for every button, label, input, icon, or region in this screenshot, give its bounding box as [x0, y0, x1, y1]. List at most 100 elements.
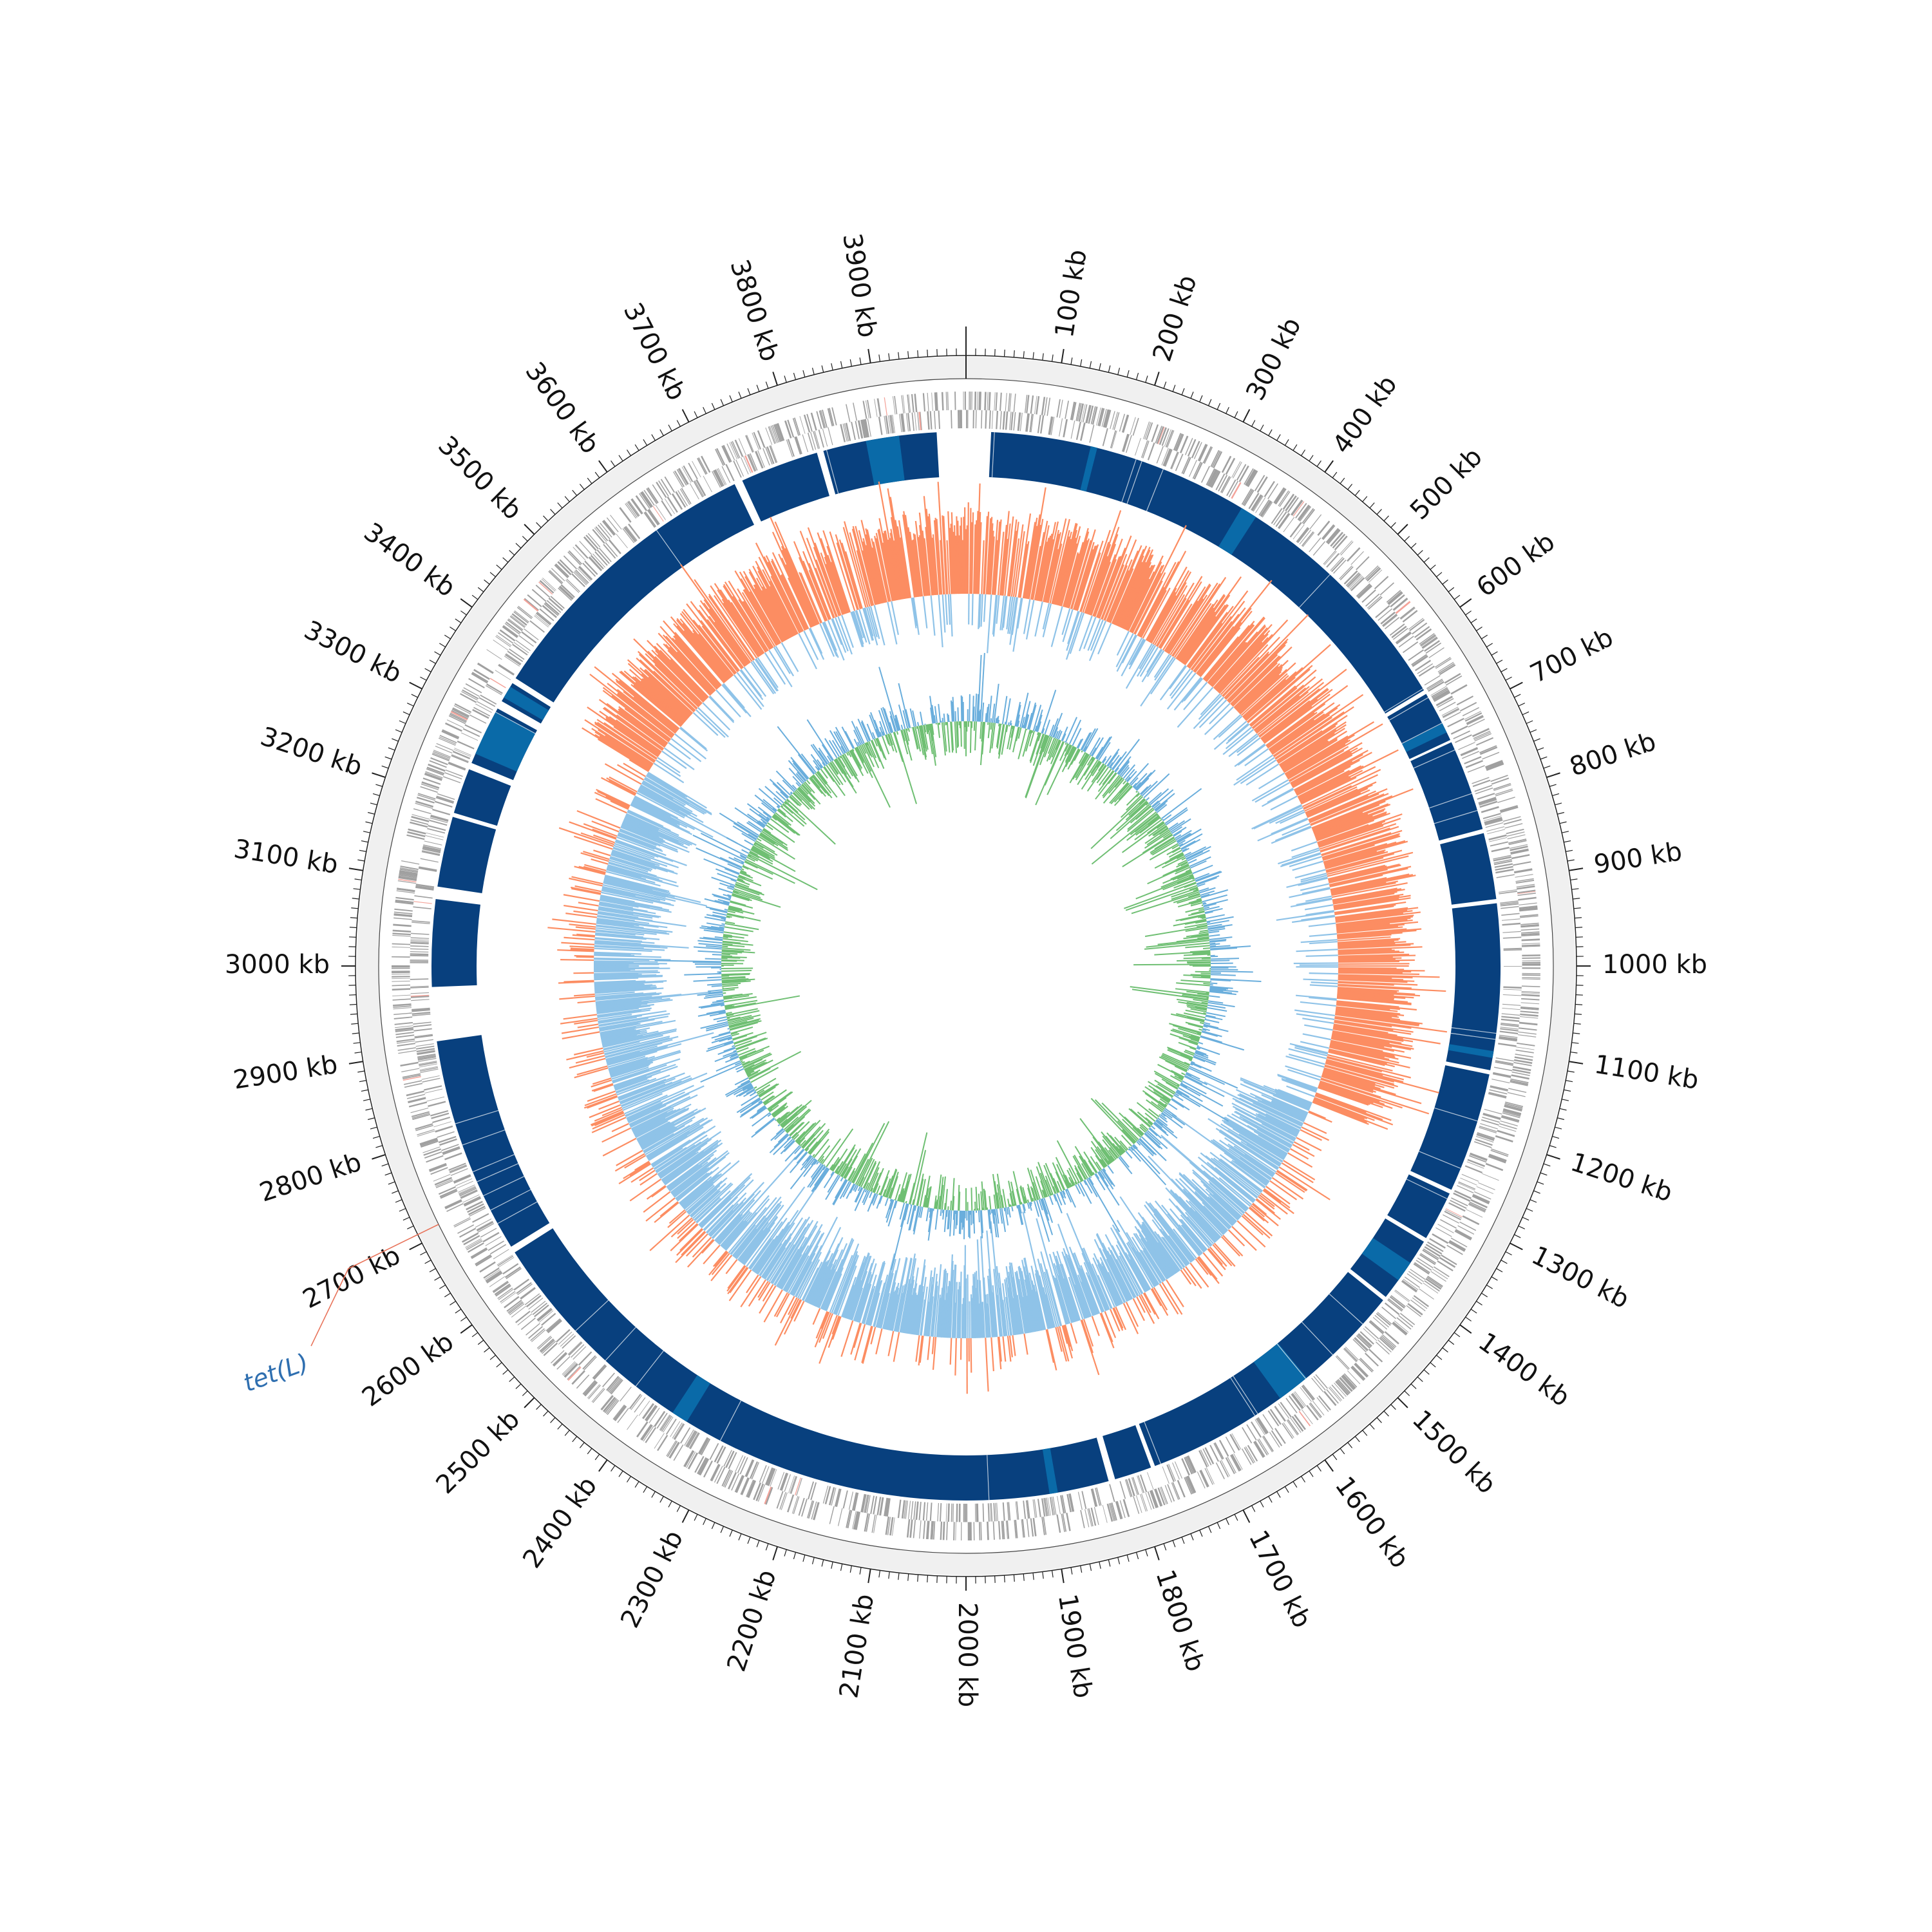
- cds-feature: [422, 777, 441, 785]
- gc-content-bar: [1022, 1296, 1030, 1333]
- gc-content-bar: [595, 991, 712, 1005]
- cds-feature: [1468, 719, 1485, 728]
- gc-content-bar: [728, 580, 772, 650]
- gc-content-bar: [1215, 1128, 1279, 1170]
- gc-content-bar: [1258, 772, 1285, 790]
- gc-content-bar: [999, 525, 1008, 596]
- gc-content-bar: [1168, 1235, 1190, 1264]
- gc-content-bar: [1261, 688, 1329, 741]
- similarity-block-gap: [472, 1154, 515, 1173]
- gc-content-bar: [1338, 976, 1392, 980]
- minor-tick: [738, 392, 742, 399]
- minor-tick: [351, 907, 359, 909]
- cds-feature: [1396, 632, 1412, 645]
- gc-content-bar: [762, 1217, 804, 1279]
- gc-content-bar: [594, 934, 647, 940]
- gc-content-bar: [657, 654, 705, 702]
- cds-feature: [573, 571, 587, 585]
- cds-feature: [1481, 806, 1499, 813]
- gc-content-bar: [1338, 942, 1396, 947]
- cds-feature: [526, 1323, 540, 1336]
- gc-content-bar: [569, 1057, 606, 1069]
- cds-feature: [787, 419, 795, 438]
- cds-feature: [745, 1459, 755, 1477]
- cds-feature: [908, 394, 911, 413]
- gc-content-bar: [1336, 916, 1414, 926]
- cds-feature: [1472, 777, 1490, 784]
- minor-tick: [363, 1099, 370, 1101]
- gc-content-bar: [1269, 1180, 1298, 1200]
- cds-feature: [392, 971, 410, 974]
- cds-feature: [1008, 1502, 1011, 1520]
- gc-content-bar: [781, 549, 817, 626]
- gc-content-bar: [1015, 1273, 1027, 1334]
- major-tick: [1546, 772, 1560, 779]
- cds-feature: [1085, 404, 1091, 424]
- gc-skew-bar: [1046, 738, 1057, 762]
- gc-content-bar: [771, 1227, 807, 1284]
- gc-content-bar: [1056, 523, 1078, 605]
- gc-content-bar: [659, 1201, 679, 1217]
- gc-content-bar: [1101, 564, 1124, 620]
- gc-content-bar: [1088, 534, 1119, 616]
- gc-content-bar: [898, 520, 912, 598]
- cds-feature: [735, 459, 744, 477]
- cds-feature: [1518, 896, 1537, 901]
- cds-feature: [1245, 469, 1256, 486]
- gc-content-bar: [815, 559, 838, 618]
- cds-feature: [689, 1432, 700, 1450]
- cds-feature: [1423, 1282, 1439, 1294]
- cds-feature: [417, 1053, 436, 1058]
- gc-content-bar: [1042, 603, 1050, 630]
- gc-skew-bar: [1076, 739, 1083, 748]
- cds-feature: [739, 1457, 748, 1475]
- gc-content-bar: [1261, 1099, 1305, 1121]
- gc-content-bar: [638, 654, 697, 710]
- gc-skew-bar: [1080, 732, 1091, 750]
- cds-feature: [864, 1494, 868, 1513]
- cds-feature: [413, 1028, 432, 1032]
- cds-feature: [627, 1414, 638, 1430]
- gc-content-bar: [702, 702, 731, 731]
- gc-content-bar: [1198, 694, 1222, 720]
- cds-feature: [1500, 1028, 1519, 1032]
- cds-feature: [596, 549, 610, 564]
- minor-tick: [907, 351, 909, 359]
- cds-feature: [925, 1520, 929, 1539]
- gc-content-bar: [552, 918, 596, 925]
- gc-content-bar: [1170, 582, 1218, 656]
- gc-content-bar: [633, 1103, 692, 1134]
- gc-content-bar: [1113, 562, 1143, 625]
- gc-skew-bar: [1092, 761, 1103, 777]
- gc-content-bar: [1122, 565, 1154, 629]
- gc-skew-bar: [1024, 714, 1030, 729]
- gc-content-bar: [1104, 1311, 1117, 1338]
- gc-content-bar: [1106, 1258, 1128, 1302]
- gc-skew-bar: [1001, 696, 1008, 724]
- gc-content-bar: [1227, 1129, 1282, 1165]
- cds-feature: [1056, 399, 1061, 418]
- cds-feature: [1024, 394, 1028, 413]
- cds-feature: [414, 895, 433, 899]
- cds-feature: [816, 411, 822, 430]
- gc-content-bar: [1116, 634, 1137, 672]
- gc-skew-bar: [969, 694, 971, 722]
- cds-feature: [609, 1378, 621, 1393]
- gc-content-bar: [808, 1253, 833, 1304]
- gc-content-bar: [1319, 1081, 1380, 1103]
- cds-feature: [394, 908, 413, 912]
- gc-content-bar: [1161, 1282, 1183, 1315]
- cds-feature: [1105, 410, 1112, 428]
- minor-tick: [784, 1549, 787, 1557]
- cds-feature: [1403, 1278, 1419, 1291]
- cds-feature: [562, 1361, 576, 1375]
- minor-tick: [821, 365, 824, 373]
- gc-content-bar: [1332, 887, 1397, 901]
- cds-feature: [1233, 1453, 1243, 1470]
- cds-feature: [486, 1271, 502, 1283]
- tick-label: 3400 kb: [358, 517, 460, 603]
- cds-feature: [1218, 1439, 1229, 1457]
- gc-content-bar: [1264, 694, 1331, 744]
- gc-content-bar: [1286, 876, 1328, 888]
- gc-content-bar: [1061, 608, 1071, 635]
